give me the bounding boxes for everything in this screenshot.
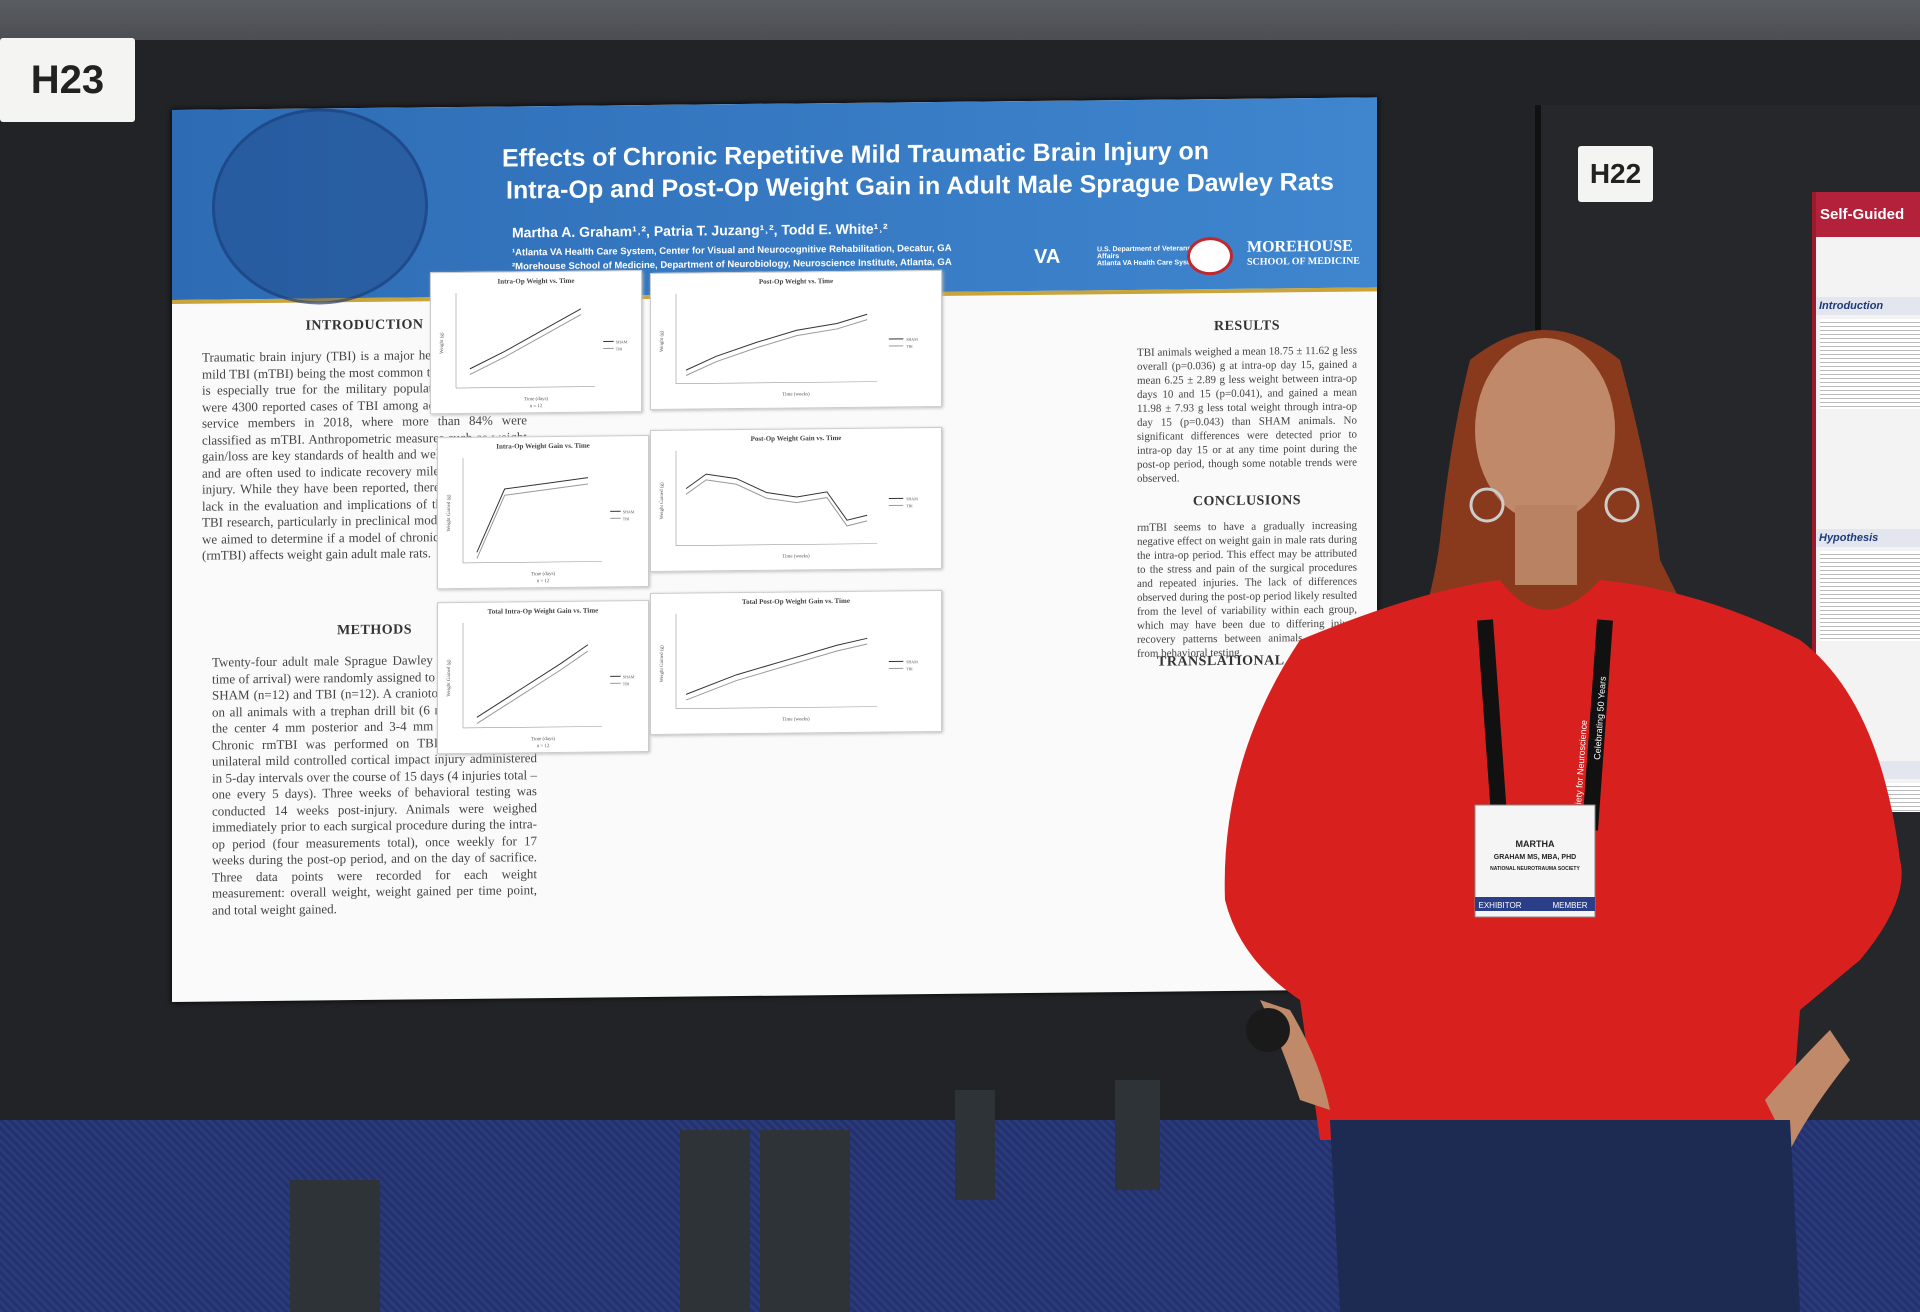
badge-strip: [1475, 897, 1595, 911]
chart-note: n = 12: [530, 404, 543, 409]
neighbor-heading: Introduction: [1816, 297, 1920, 315]
legend-label: TBI: [906, 344, 913, 349]
neighbor-poster: Self-Guided IntroductionHypothesisMethod…: [1812, 192, 1920, 812]
legend-label: SHAM: [906, 496, 918, 501]
chart-x-label: Time (weeks): [782, 554, 810, 559]
booth-label: H23: [0, 38, 135, 122]
mini-chart: Total Post-Op Weight Gain vs. Time Weight…: [650, 589, 942, 735]
mini-chart-plot: Intra-Op Weight Gain vs. Time Weight Gain…: [447, 442, 635, 585]
leg: [1115, 1080, 1160, 1190]
mini-chart-plot: Intra-Op Weight vs. Time Weight (g) Time (…: [440, 277, 628, 409]
mini-chart: Intra-Op Weight Gain vs. Time Weight Gain…: [437, 435, 649, 590]
chart-x-label: Time (days): [531, 737, 555, 742]
chart-y-label: Weight Gained (g): [660, 645, 665, 682]
chart-x-label: Time (days): [531, 572, 555, 577]
lanyard-strap: [1477, 619, 1613, 831]
chart-title: Total Intra-Op Weight Gain vs. Time: [488, 607, 599, 616]
neck: [1515, 505, 1577, 585]
chart-x-label: Time (weeks): [782, 717, 810, 722]
background-legs: [290, 1080, 1160, 1312]
curve: [476, 650, 589, 725]
neighbor-banner: Self-Guided: [1816, 192, 1920, 237]
chart-y-label: Weight Gained (g): [447, 494, 452, 531]
earring: [1469, 487, 1505, 523]
curve: [476, 483, 588, 559]
badge-type: EXHIBITOR: [1479, 901, 1522, 910]
legend-label: TBI: [906, 503, 913, 508]
leg: [760, 1130, 850, 1312]
badge-credentials: GRAHAM MS, MBA, PHD: [1494, 854, 1576, 861]
curve: [476, 477, 588, 553]
axis: [676, 706, 878, 710]
chart-title: Total Post-Op Weight Gain vs. Time: [742, 597, 850, 606]
chart-title: Post-Op Weight vs. Time: [759, 277, 833, 286]
curve: [685, 473, 868, 521]
leg: [290, 1180, 380, 1312]
legend-label: SHAM: [616, 339, 628, 344]
chart-note: n = 12: [537, 579, 550, 584]
curve: [685, 643, 868, 701]
jeans: [1330, 1120, 1800, 1312]
axis: [676, 543, 878, 547]
curve: [685, 319, 868, 376]
curve: [685, 313, 868, 371]
badge-org: NATIONAL NEUROTRAUMA SOCIETY: [1490, 866, 1580, 872]
mini-chart-plot: Total Intra-Op Weight Gain vs. Time Weigh…: [447, 607, 635, 750]
legend-label: SHAM: [623, 674, 635, 679]
booth-label: H22: [1578, 146, 1653, 202]
axis: [676, 381, 878, 385]
curve: [476, 644, 589, 718]
badge-name: MARTHA: [1516, 839, 1555, 849]
neighbor-heading: Hypothesis: [1816, 529, 1920, 547]
legend-label: SHAM: [906, 337, 918, 342]
curve: [469, 314, 582, 376]
chart-title: Post-Op Weight Gain vs. Time: [751, 434, 842, 443]
chart-x-label: Time (days): [524, 397, 548, 402]
chart-note: n = 12: [537, 744, 550, 749]
curve: [469, 308, 582, 370]
legend-label: TBI: [906, 666, 913, 671]
chart-title: Intra-Op Weight Gain vs. Time: [496, 442, 590, 451]
mini-chart-plot: Post-Op Weight vs. Time Weight (g) Time (w…: [660, 277, 918, 398]
leg: [680, 1130, 750, 1312]
poster: Effects of Chronic Repetitive Mild Traum…: [172, 97, 1377, 1003]
legend-label: TBI: [623, 681, 630, 686]
mini-chart: Post-Op Weight vs. Time Weight (g) Time (w…: [650, 269, 942, 410]
leg: [955, 1090, 995, 1200]
mini-chart: Intra-Op Weight vs. Time Weight (g) Time (…: [430, 270, 642, 415]
mini-chart: Post-Op Weight Gain vs. Time Weight Gaine…: [650, 426, 942, 572]
chart-y-label: Weight (g): [440, 332, 445, 354]
earring: [1604, 487, 1640, 523]
mini-chart-plot: Total Post-Op Weight Gain vs. Time Weight…: [660, 597, 918, 723]
axis: [456, 386, 595, 389]
legend-label: TBI: [623, 516, 630, 521]
chart-x-label: Time (weeks): [782, 392, 810, 397]
legend-label: SHAM: [906, 659, 918, 664]
mini-chart: Total Intra-Op Weight Gain vs. Time Weigh…: [437, 600, 649, 755]
curve: [685, 637, 868, 695]
chart-y-label: Weight Gained (g): [660, 482, 665, 519]
mini-chart-plot: Post-Op Weight Gain vs. Time Weight Gaine…: [660, 434, 918, 560]
chart-y-label: Weight (g): [660, 330, 665, 352]
badge-status: MEMBER: [1552, 901, 1587, 910]
chart-y-label: Weight Gained (g): [447, 659, 452, 696]
legend-label: TBI: [616, 346, 623, 351]
neighbor-text: [1820, 319, 1920, 409]
legend-label: SHAM: [623, 509, 635, 514]
watch: [1246, 1008, 1290, 1052]
axis: [463, 561, 602, 564]
neighbor-text: [1820, 551, 1920, 641]
face: [1475, 338, 1615, 522]
curve: [685, 479, 868, 527]
presenter: Society for Neuroscience Celebrating 50 …: [1224, 330, 1902, 1312]
axis: [463, 726, 602, 729]
chart-title: Intra-Op Weight vs. Time: [497, 277, 574, 286]
